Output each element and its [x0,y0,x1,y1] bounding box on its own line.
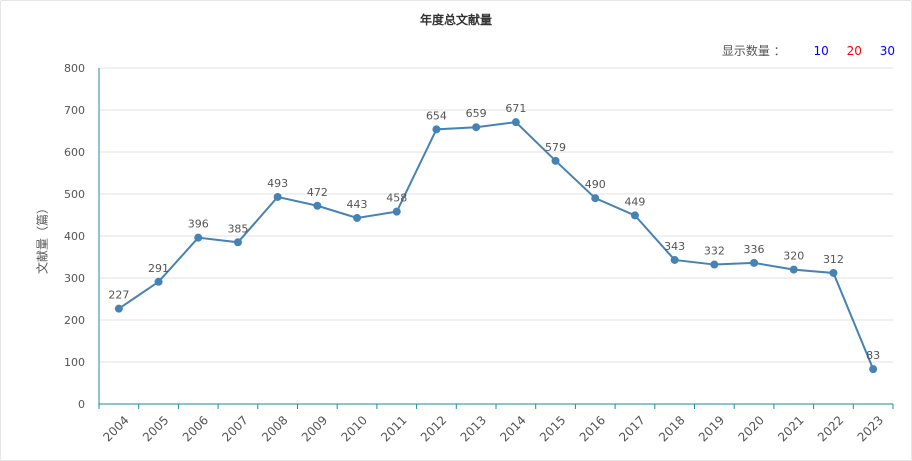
chart-title: 年度总文献量 [419,13,492,27]
y-tick-label: 700 [64,104,85,117]
data-point [353,213,362,222]
data-label: 443 [347,198,368,211]
data-label: 385 [227,222,248,235]
display-count-option-20[interactable]: 20 [846,44,862,58]
data-point [710,260,719,269]
x-tick-label: 2007 [219,413,250,444]
data-label: 83 [866,349,880,362]
x-tick-label: 2006 [180,413,211,444]
x-tick-label: 2004 [100,413,131,444]
x-tick-label: 2005 [140,413,171,444]
y-tick-label: 500 [64,188,85,201]
y-tick-label: 400 [64,230,85,243]
x-tick-label: 2010 [339,413,370,444]
data-point [114,304,123,313]
x-tick-label: 2018 [656,413,687,444]
data-label: 472 [307,186,328,199]
y-tick-label: 200 [64,314,85,327]
x-tick-label: 2021 [775,413,806,444]
x-tick-label: 2015 [537,413,568,444]
x-tick-label: 2011 [378,413,409,444]
x-tick-label: 2019 [696,413,727,444]
data-point [154,277,163,286]
data-label: 336 [744,243,765,256]
x-tick-label: 2023 [855,413,886,444]
x-tick-label: 2013 [458,413,489,444]
display-count-option-30[interactable]: 30 [879,44,895,58]
x-tick-label: 2022 [815,413,846,444]
data-label: 291 [148,262,169,275]
y-tick-label: 100 [64,356,85,369]
data-point [392,207,401,216]
y-tick-label: 600 [64,146,85,159]
data-label: 671 [505,102,526,115]
data-label: 493 [267,177,288,190]
data-label: 396 [188,218,209,231]
data-label: 312 [823,253,844,266]
data-label: 343 [664,240,685,253]
series-line [118,121,875,370]
data-point [313,201,322,210]
data-point [750,258,759,267]
data-point [511,118,520,127]
x-tick-label: 2014 [497,413,528,444]
data-label: 449 [624,195,645,208]
data-label: 579 [545,141,566,154]
data-point [551,156,560,165]
x-tick-label: 2020 [736,413,767,444]
display-count-control: 显示数量 ： 10 20 30 [722,42,895,59]
display-count-label: 显示数量 ： [721,44,786,58]
data-label: 320 [783,250,804,263]
data-point [432,125,441,134]
x-tick-label: 2016 [577,413,608,444]
data-point [829,268,838,277]
x-tick-label: 2009 [299,413,330,444]
x-tick-label: 2017 [616,413,647,444]
data-point [789,265,798,274]
y-tick-label: 300 [64,272,85,285]
data-label: 490 [585,178,606,191]
data-point [630,211,639,220]
x-tick-label: 2008 [259,413,290,444]
data-point [472,123,481,132]
y-tick-label: 0 [78,398,85,411]
data-point [273,192,282,201]
data-point [869,365,878,374]
data-point [591,194,600,203]
y-tick-label: 800 [64,62,85,75]
data-point [233,238,242,247]
data-label: 227 [108,289,129,302]
data-label: 659 [466,107,487,120]
x-tick-label: 2012 [418,413,449,444]
data-label: 654 [426,109,447,122]
data-label: 458 [386,192,407,205]
data-point [194,233,203,242]
data-point [670,255,679,264]
display-count-option-10[interactable]: 10 [813,44,829,58]
data-label: 332 [704,245,725,258]
